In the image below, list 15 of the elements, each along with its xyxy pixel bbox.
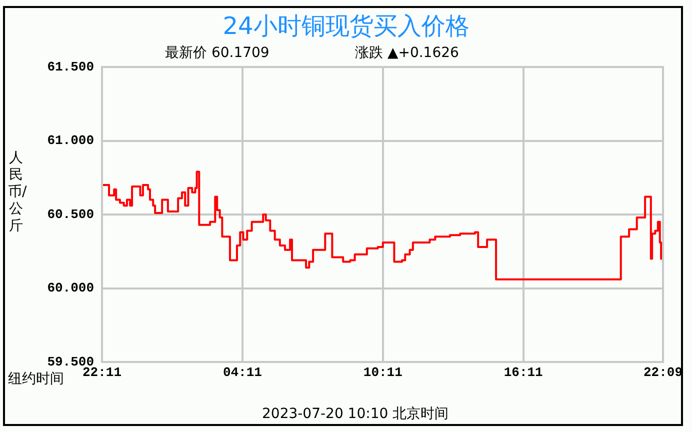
text: 最新价 60.1709: [165, 44, 270, 62]
x-tick-label: 04:11: [222, 365, 262, 380]
y-tick-label: 60.500: [47, 206, 94, 222]
chart-title: 24小时铜现货买入价格: [222, 11, 470, 42]
y-axis-title: 人民币/公斤: [8, 150, 27, 235]
y-tick-label: 61.500: [47, 59, 94, 74]
text: 2023-07-20 10:10 北京时间: [262, 405, 449, 423]
x-tick-label: 22:09: [643, 365, 683, 380]
x-tick-label: 22:11: [82, 365, 122, 380]
text: 涨跌 ▲+0.1626: [355, 44, 459, 62]
y-tick-label: 60.000: [47, 280, 94, 296]
x-tick-label: 10:11: [363, 365, 403, 380]
x-tick-label: 16:11: [504, 365, 544, 380]
text: 纽约时间: [8, 370, 64, 388]
y-tick-label: 61.000: [47, 133, 94, 148]
